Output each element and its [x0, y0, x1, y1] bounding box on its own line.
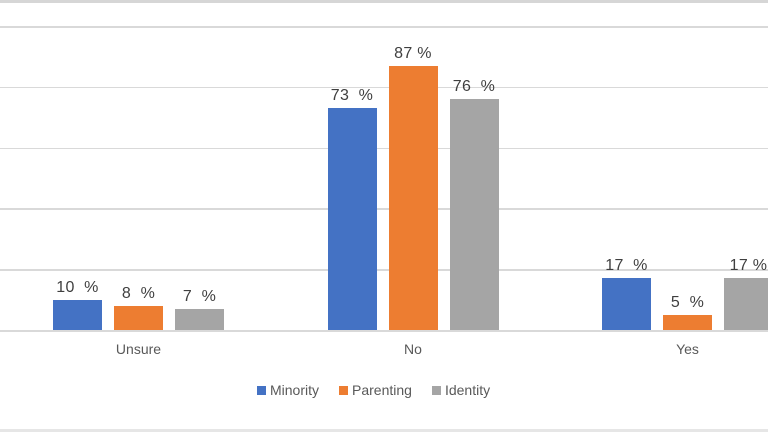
- legend: Minority Parenting Identity: [257, 383, 490, 397]
- legend-item-minority: Minority: [257, 383, 319, 397]
- gridline-20: [0, 269, 768, 271]
- gridline-0: [0, 330, 768, 332]
- bar-minority-unsure: [53, 299, 102, 330]
- value-label-identity-no: 76 %: [452, 77, 496, 95]
- legend-swatch-identity: [431, 385, 441, 395]
- gridline-100: [0, 26, 768, 28]
- bar-identity-no: [449, 98, 499, 330]
- gridline-80: [0, 86, 768, 89]
- category-label-no: No: [404, 341, 422, 357]
- value-label-parenting-yes: 5 %: [670, 293, 705, 311]
- bar-identity-unsure: [175, 308, 224, 330]
- top-border-line: [0, 0, 768, 3]
- bar-identity-yes: [724, 278, 768, 330]
- legend-label-identity: Identity: [444, 382, 491, 398]
- value-label-minority-yes: 17 %: [605, 257, 648, 275]
- value-label-minority-no: 73 %: [330, 87, 374, 105]
- bottom-border-line: [0, 429, 768, 432]
- value-label-identity-yes: 17 %: [729, 257, 768, 275]
- legend-swatch-minority: [257, 385, 266, 395]
- category-label-unsure: Unsure: [115, 341, 162, 357]
- legend-swatch-parenting: [339, 385, 349, 395]
- value-label-parenting-no: 87 %: [394, 44, 432, 62]
- bar-minority-yes: [602, 278, 651, 330]
- value-label-minority-unsure: 10 %: [56, 278, 99, 296]
- category-label-yes: Yes: [676, 341, 699, 357]
- gridline-60: [0, 147, 768, 150]
- bar-parenting-yes: [663, 314, 712, 330]
- legend-item-identity: Identity: [431, 382, 491, 398]
- value-label-parenting-unsure: 8 %: [121, 284, 156, 302]
- gridline-40: [0, 208, 768, 210]
- value-label-identity-unsure: 7 %: [182, 287, 217, 305]
- legend-label-parenting: Parenting: [352, 382, 412, 398]
- legend-item-parenting: Parenting: [339, 383, 412, 397]
- bar-minority-no: [327, 108, 377, 330]
- bar-parenting-no: [388, 65, 438, 330]
- legend-label-minority: Minority: [270, 382, 320, 398]
- bar-parenting-unsure: [114, 305, 163, 330]
